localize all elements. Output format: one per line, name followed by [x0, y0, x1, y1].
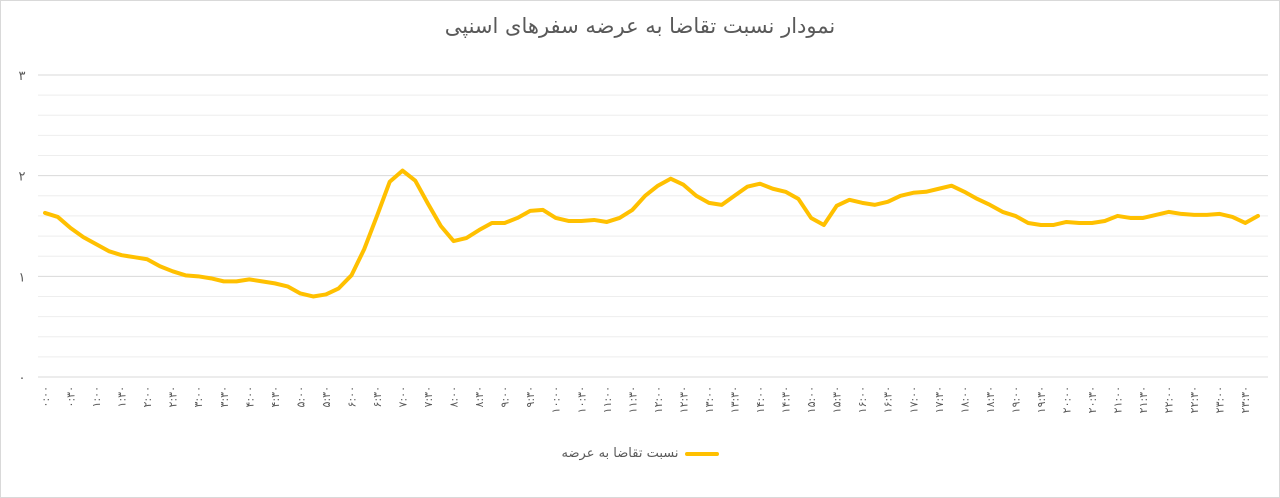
y-tick-label: ۲: [19, 170, 26, 185]
legend-label: نسبت تقاضا به عرضه: [561, 446, 679, 461]
x-tick-label: ۲۰:۰۰: [1060, 386, 1073, 413]
legend: نسبت تقاضا به عرضه: [0, 446, 1280, 461]
x-tick-label: ۱۷:۰۰: [907, 386, 920, 413]
x-tick-label: ۶:۳۰: [371, 386, 384, 407]
x-tick-label: ۲۲:۳۰: [1188, 386, 1201, 413]
x-tick-label: ۱۳:۳۰: [728, 386, 741, 413]
x-tick-label: ۱۹:۰۰: [1009, 386, 1022, 413]
x-tick-label: ۲۱:۳۰: [1137, 386, 1150, 413]
x-tick-label: ۲۰:۳۰: [1086, 386, 1099, 413]
x-tick-label: ۱:۰۰: [90, 386, 103, 407]
x-tick-label: ۲:۳۰: [167, 386, 180, 407]
x-tick-label: ۱۴:۳۰: [780, 386, 793, 413]
x-tick-label: ۱۲:۰۰: [652, 386, 665, 413]
x-tick-label: ۱۸:۰۰: [958, 386, 971, 413]
x-tick-label: ۲:۰۰: [141, 386, 154, 407]
x-tick-label: ۱۲:۳۰: [677, 386, 690, 413]
x-tick-label: ۵:۳۰: [320, 386, 333, 407]
y-tick-label: ۱: [19, 270, 26, 285]
x-tick-label: ۲۲:۰۰: [1163, 386, 1176, 413]
x-tick-label: ۲۱:۰۰: [1112, 386, 1125, 413]
x-tick-label: ۵:۰۰: [294, 386, 307, 407]
x-tick-label: ۷:۰۰: [397, 386, 410, 407]
x-tick-label: ۸:۳۰: [473, 386, 486, 407]
chart-title: نمودار نسبت تقاضا به عرضه سفرهای اسنپی: [444, 14, 836, 38]
x-tick-label: ۱۴:۰۰: [754, 386, 767, 413]
x-tick-label: ۱۶:۰۰: [856, 386, 869, 413]
x-tick-label: ۱:۳۰: [116, 386, 129, 407]
x-tick-label: ۷:۳۰: [422, 386, 435, 407]
x-tick-label: ۱۵:۰۰: [805, 386, 818, 413]
y-tick-label: ۳: [19, 69, 26, 84]
x-tick-label: ۱۸:۳۰: [984, 386, 997, 413]
x-tick-label: ۹:۰۰: [499, 386, 512, 407]
x-tick-label: ۱۳:۰۰: [703, 386, 716, 413]
x-tick-label: ۲۳:۳۰: [1239, 386, 1252, 413]
y-tick-label: ۰: [19, 371, 26, 386]
x-tick-label: ۱۰:۳۰: [575, 386, 588, 413]
x-tick-label: ۱۱:۰۰: [601, 386, 614, 413]
x-tick-label: ۱۷:۳۰: [933, 386, 946, 413]
x-tick-label: ۹:۳۰: [524, 386, 537, 407]
x-tick-label: ۳:۳۰: [218, 386, 231, 407]
x-tick-label: ۴:۳۰: [269, 386, 282, 407]
x-tick-label: ۰:۰۰: [39, 386, 52, 407]
x-tick-label: ۰:۳۰: [65, 386, 78, 407]
x-tick-label: ۱۶:۳۰: [882, 386, 895, 413]
legend-swatch: [684, 451, 719, 456]
x-tick-label: ۲۳:۰۰: [1214, 386, 1227, 413]
x-tick-label: ۱۵:۳۰: [831, 386, 844, 413]
x-tick-label: ۱۰:۰۰: [550, 386, 563, 413]
x-tick-label: ۴:۰۰: [243, 386, 256, 407]
series-line: [43, 168, 1260, 299]
x-tick-label: ۳:۰۰: [192, 386, 205, 407]
x-tick-label: ۱۱:۳۰: [626, 386, 639, 413]
x-tick-label: ۸:۰۰: [448, 386, 461, 407]
x-tick-label: ۱۹:۳۰: [1035, 386, 1048, 413]
x-tick-label: ۶:۰۰: [345, 386, 358, 407]
